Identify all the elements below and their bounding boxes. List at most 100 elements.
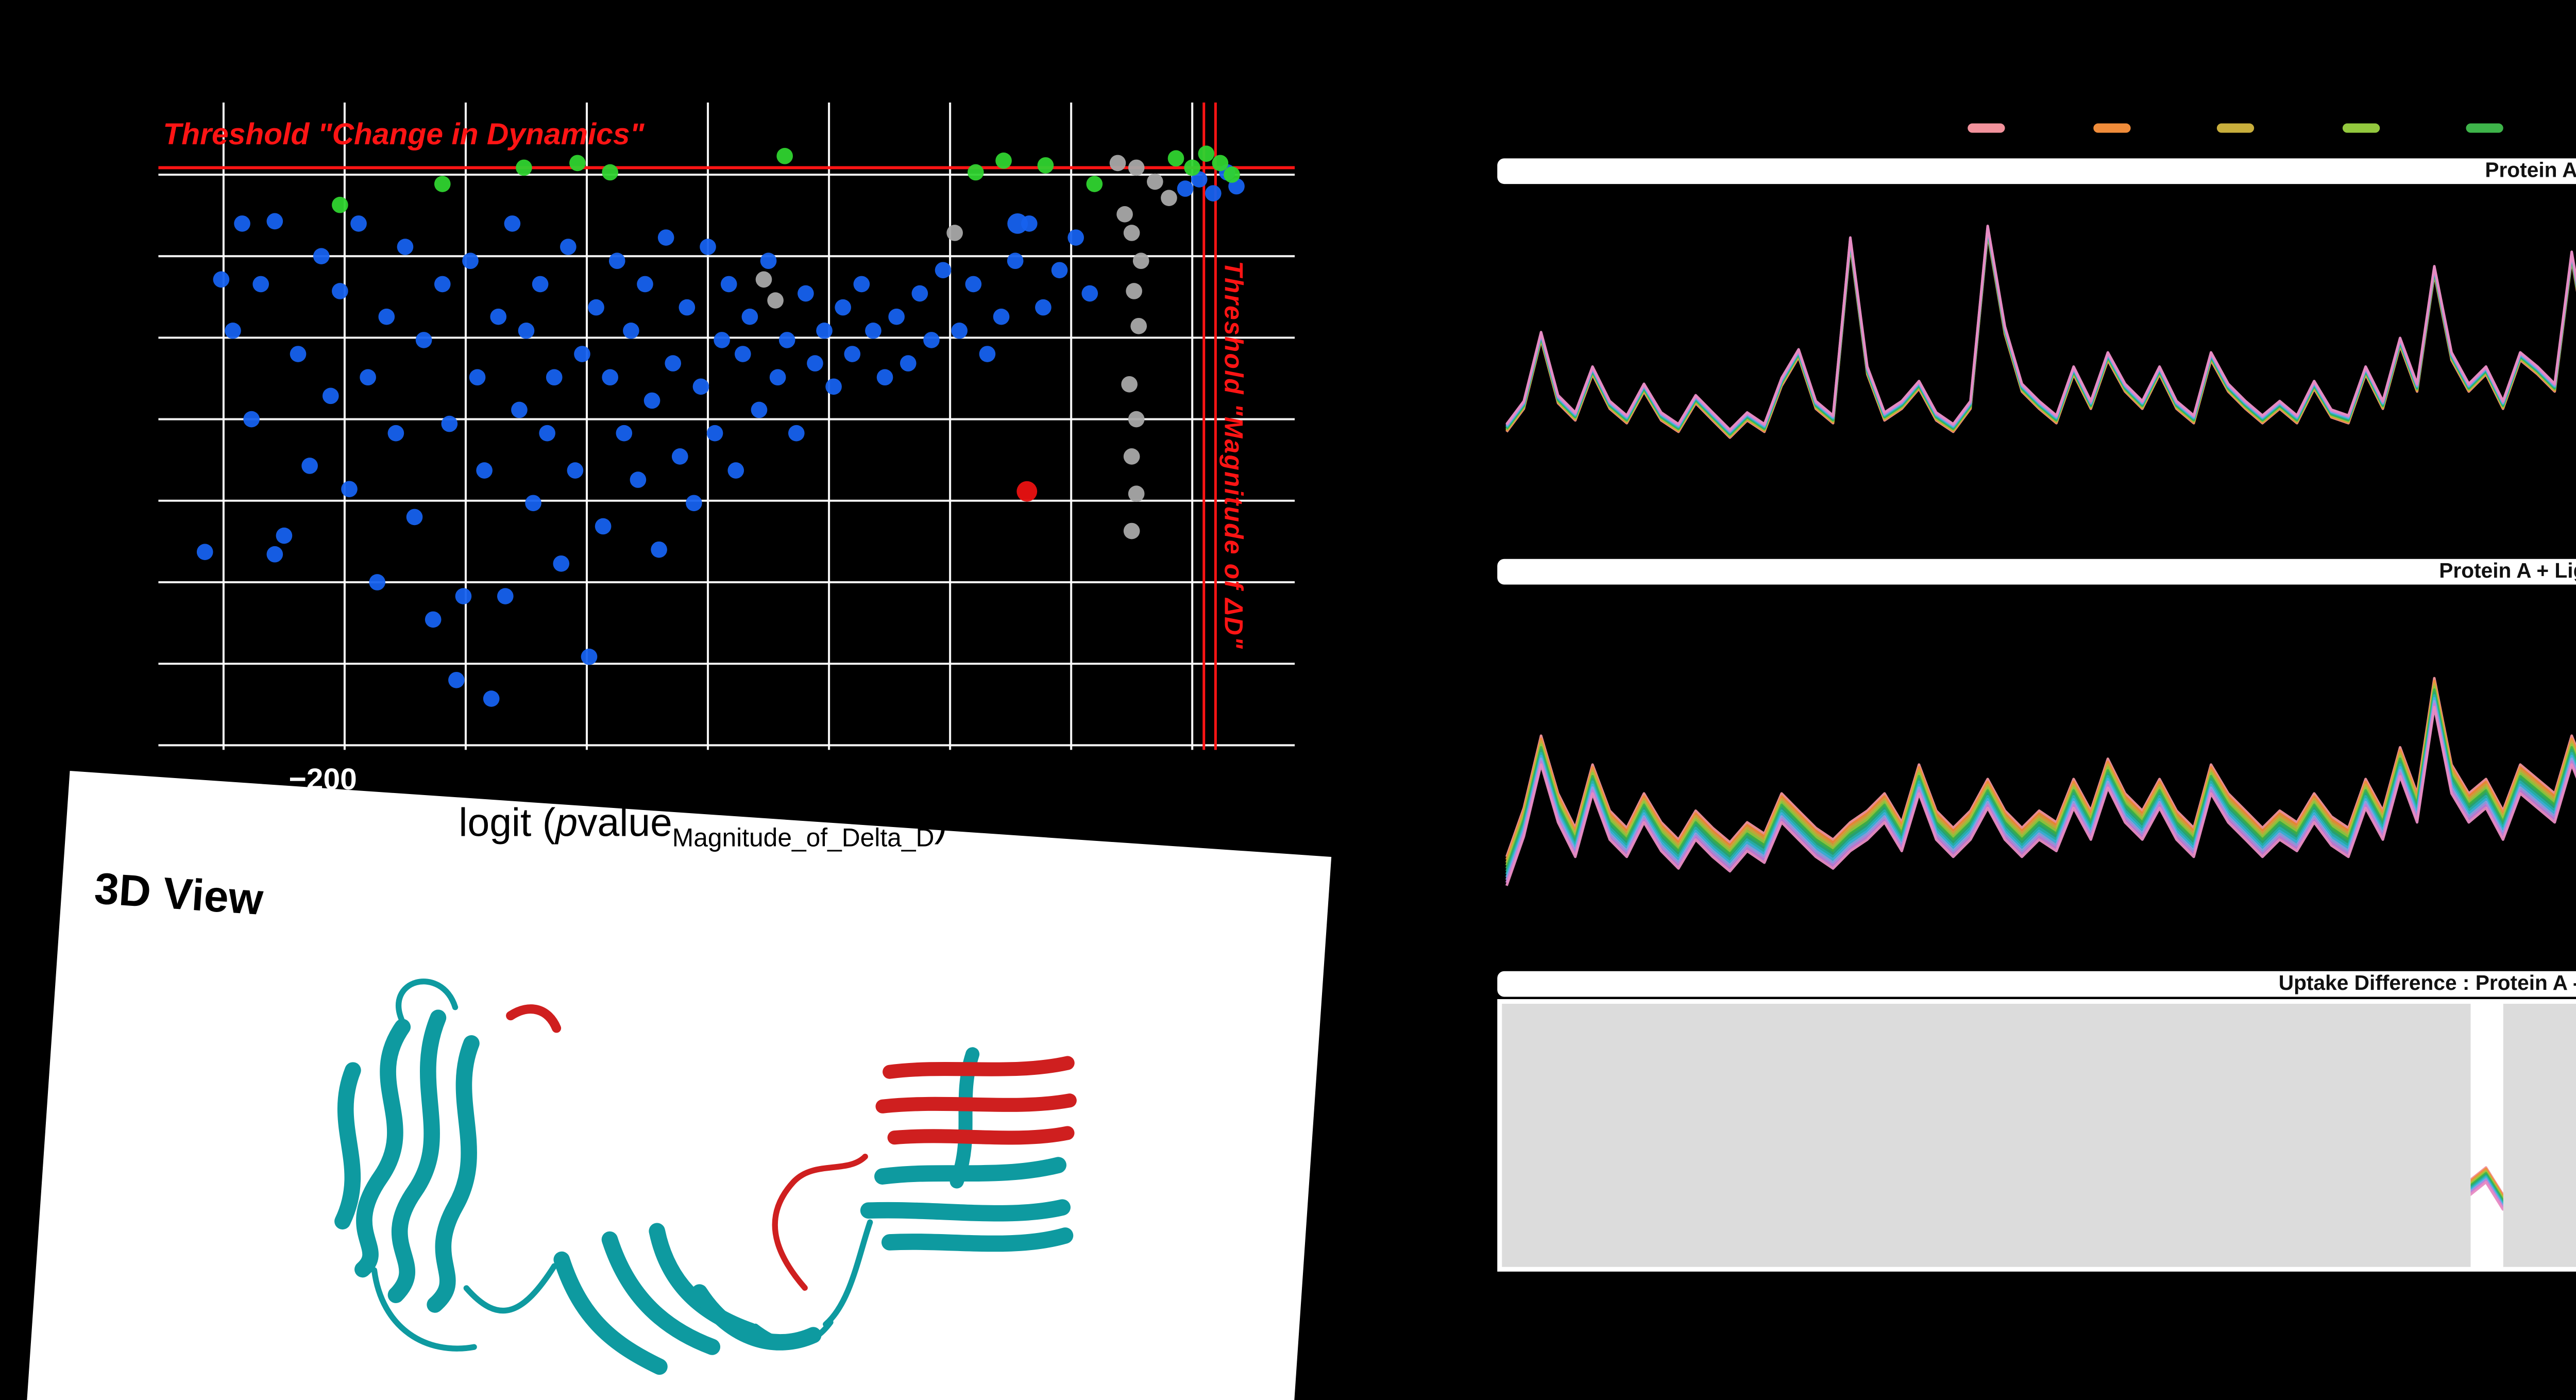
scatter-point[interactable] [1016, 481, 1038, 502]
scatter-point[interactable] [483, 690, 500, 707]
scatter-point[interactable] [341, 481, 358, 497]
scatter-point[interactable] [1161, 190, 1177, 207]
scatter-point[interactable] [1067, 229, 1084, 246]
scatter-point[interactable] [1184, 159, 1200, 176]
scatter-point[interactable] [651, 541, 667, 558]
scatter-point[interactable] [448, 671, 465, 688]
scatter-point[interactable] [608, 252, 625, 269]
scatter-point[interactable] [1147, 173, 1163, 190]
scatter-point[interactable] [900, 355, 917, 372]
scatter-point[interactable] [567, 462, 584, 479]
scatter-point[interactable] [441, 415, 458, 432]
scatter-point[interactable] [1021, 215, 1038, 232]
scatter-point[interactable] [518, 322, 535, 339]
scatter-point[interactable] [706, 425, 723, 442]
scatter-point[interactable] [679, 299, 696, 316]
scatter-point[interactable] [853, 276, 870, 293]
scatter-point[interactable] [888, 308, 905, 325]
scatter-point[interactable] [979, 346, 996, 362]
scatter-point[interactable] [623, 322, 639, 339]
scatter-point[interactable] [588, 299, 604, 316]
scatter-point[interactable] [876, 369, 893, 386]
scatter-point[interactable] [322, 387, 339, 404]
scatter-point[interactable] [630, 471, 647, 488]
scatter-point[interactable] [798, 285, 814, 302]
scatter-point[interactable] [995, 153, 1012, 169]
protein-ribbon-graphic[interactable] [22, 771, 1331, 1400]
scatter-point[interactable] [434, 176, 451, 192]
scatter-point[interactable] [490, 308, 507, 325]
scatter-point[interactable] [234, 215, 250, 232]
scatter-point[interactable] [290, 346, 307, 362]
scatter-point[interactable] [965, 276, 982, 293]
scatter-point[interactable] [1123, 225, 1140, 241]
scatter-point[interactable] [516, 159, 532, 176]
scatter-point[interactable] [1121, 376, 1138, 393]
scatter-point[interactable] [1007, 213, 1028, 234]
uptake-chart-protein-a-ligand[interactable] [1497, 587, 2576, 971]
scatter-point[interactable] [935, 262, 952, 279]
scatter-point[interactable] [266, 546, 283, 563]
scatter-point[interactable] [951, 322, 968, 339]
scatter-point[interactable] [504, 215, 521, 232]
scatter-point[interactable] [497, 588, 514, 604]
scatter-point[interactable] [755, 271, 772, 288]
scatter-point[interactable] [276, 527, 293, 544]
timepoint-legend[interactable] [1968, 123, 2576, 133]
scatter-point[interactable] [769, 369, 786, 386]
volcano-scatter-chart[interactable] [158, 102, 1295, 750]
scatter-point[interactable] [1007, 252, 1024, 269]
scatter-point[interactable] [1128, 411, 1145, 428]
scatter-point[interactable] [734, 346, 751, 362]
scatter-point[interactable] [196, 544, 213, 561]
scatter-point[interactable] [406, 509, 423, 526]
scatter-point[interactable] [807, 355, 823, 372]
legend-dash-5[interactable] [2467, 123, 2504, 133]
scatter-point[interactable] [1126, 283, 1142, 299]
scatter-point[interactable] [946, 225, 963, 241]
legend-dash-4[interactable] [2342, 123, 2380, 133]
scatter-point[interactable] [778, 332, 795, 348]
scatter-point[interactable] [1051, 262, 1068, 279]
scatter-point[interactable] [825, 378, 842, 395]
scatter-point[interactable] [967, 164, 984, 181]
scatter-point[interactable] [225, 322, 241, 339]
scatter-point[interactable] [720, 276, 737, 293]
scatter-point[interactable] [532, 276, 549, 293]
scatter-point[interactable] [332, 283, 348, 299]
scatter-point[interactable] [923, 332, 940, 348]
uptake-difference-chart-area[interactable] [1497, 999, 2576, 1272]
scatter-point[interactable] [1128, 485, 1145, 502]
scatter-point[interactable] [1081, 285, 1098, 302]
scatter-point[interactable] [476, 462, 493, 479]
scatter-point[interactable] [462, 252, 479, 269]
scatter-point[interactable] [360, 369, 376, 386]
scatter-point[interactable] [469, 369, 486, 386]
scatter-point[interactable] [1212, 155, 1229, 172]
scatter-point[interactable] [671, 448, 688, 465]
scatter-point[interactable] [1037, 157, 1054, 174]
scatter-point[interactable] [434, 276, 451, 293]
scatter-point[interactable] [378, 308, 395, 325]
legend-dash-1[interactable] [1968, 123, 2005, 133]
scatter-point[interactable] [553, 555, 570, 572]
scatter-point[interactable] [525, 495, 541, 512]
scatter-point[interactable] [546, 369, 563, 386]
scatter-point[interactable] [665, 355, 682, 372]
scatter-point[interactable] [301, 458, 318, 474]
scatter-point[interactable] [760, 252, 777, 269]
scatter-point[interactable] [692, 378, 709, 395]
scatter-point[interactable] [350, 215, 367, 232]
scatter-point[interactable] [1205, 185, 1222, 201]
scatter-point[interactable] [1128, 159, 1145, 176]
structure-3d-panel[interactable]: 3D View [22, 771, 1332, 1400]
scatter-point[interactable] [243, 411, 260, 428]
scatter-point[interactable] [751, 401, 768, 418]
scatter-point[interactable] [266, 213, 283, 230]
scatter-point[interactable] [1109, 155, 1126, 172]
scatter-point[interactable] [844, 346, 861, 362]
scatter-point[interactable] [602, 164, 619, 181]
scatter-point[interactable] [767, 292, 784, 309]
scatter-point[interactable] [1132, 252, 1149, 269]
scatter-point[interactable] [313, 248, 330, 264]
